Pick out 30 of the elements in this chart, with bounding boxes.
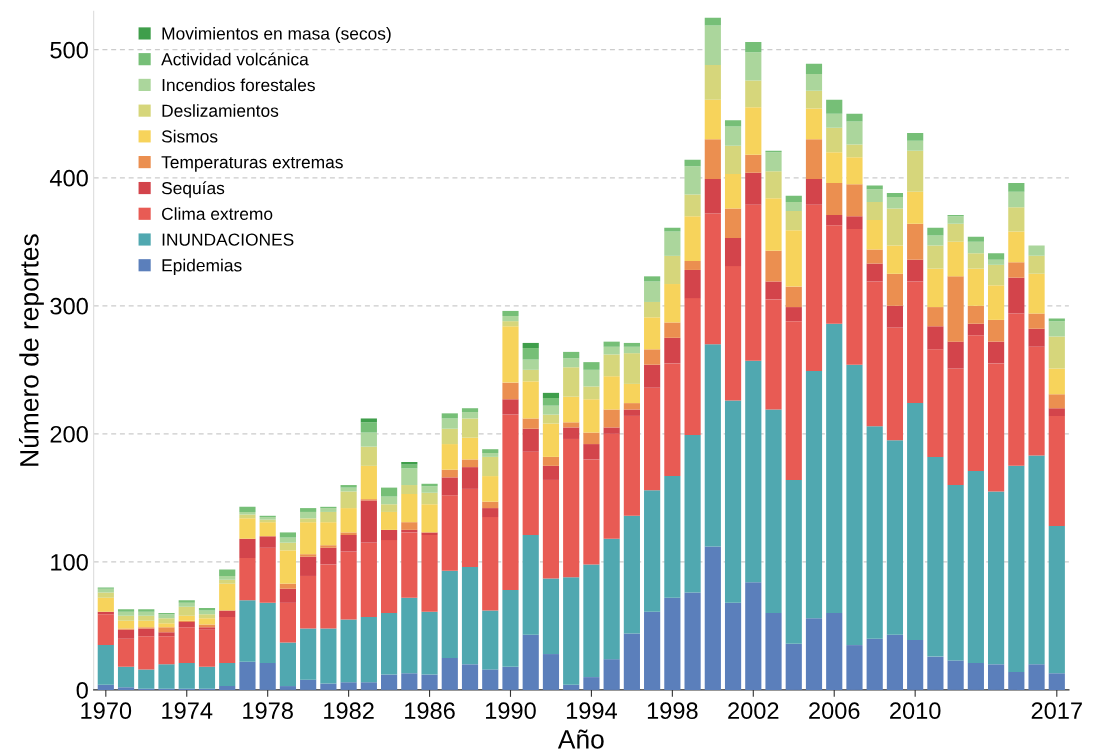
legend-label: Deslizamientos — [162, 104, 279, 117]
legend-label: Epidemias — [162, 258, 242, 275]
x-tick-label: 2010 — [890, 702, 941, 720]
x-tick-label: 1978 — [243, 702, 293, 720]
legend-label: Actividad volcánica — [161, 52, 309, 66]
x-tick-label: 2006 — [809, 702, 860, 720]
legend-label: INUNDACIONES — [162, 233, 294, 246]
y-axis-title: Número de reportes — [18, 234, 44, 466]
legend-label: Clima extremo — [162, 207, 273, 221]
y-tick-label: 300 — [50, 297, 88, 315]
x-tick-label: 1998 — [647, 702, 698, 720]
y-tick-label: 100 — [51, 553, 88, 571]
legend-label: Movimientos en masa (secos) — [162, 26, 391, 44]
x-tick-label: 2002 — [728, 702, 779, 720]
x-tick-label: 1990 — [486, 702, 536, 720]
x-axis-title: Año — [557, 729, 604, 749]
x-tick-label: 1986 — [405, 702, 455, 720]
y-tick-label: 0 — [76, 681, 88, 699]
x-tick-label: 1994 — [566, 702, 617, 720]
y-tick-label: 400 — [49, 169, 88, 187]
y-tick-label: 200 — [50, 425, 88, 443]
x-tick-label: 1974 — [162, 702, 213, 720]
legend-label: Sismos — [161, 129, 218, 143]
x-tick-label: 1970 — [81, 702, 132, 720]
x-tick-label: 2017 — [1031, 702, 1082, 720]
legend-label: Sequías — [161, 181, 225, 198]
legend-label: Temperaturas extremas — [161, 156, 343, 172]
legend-label: Incendios forestales — [162, 78, 315, 92]
x-tick-label: 1982 — [324, 702, 374, 720]
y-tick-label: 500 — [50, 41, 88, 59]
